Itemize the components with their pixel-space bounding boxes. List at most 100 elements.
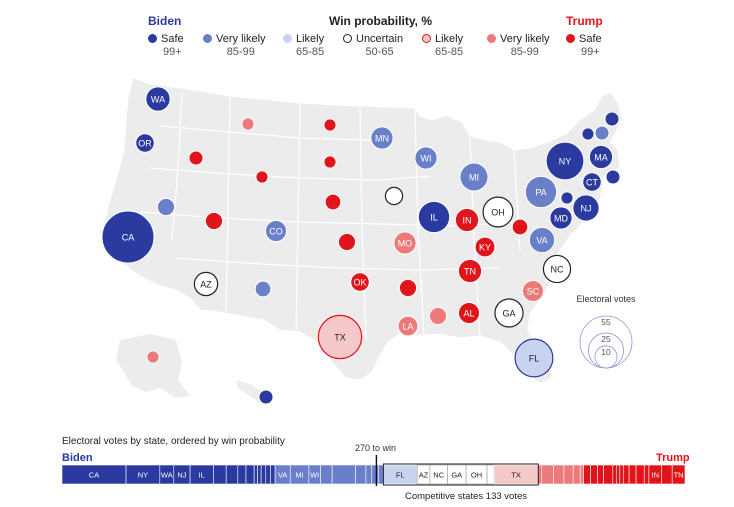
state-bubble-nm [254,280,272,298]
bar-segment-label: OH [471,471,482,480]
legend-item: Safe 99+ [148,33,184,59]
bar-segment-ca: CA [61,464,127,485]
bar-segment-rect [671,464,686,485]
us-map-outline [103,77,623,404]
state-bubble-circle [337,232,357,252]
bar-segment-rect [622,464,630,485]
bar-segment-rect [635,464,645,485]
size-legend-circle [594,345,618,369]
competitive-states-label: Competitive states 133 votes [405,491,527,502]
state-bubble-circle [417,200,451,234]
size-legend-value: 55 [601,317,611,327]
win-probability-legend: Biden Win probability, % Trump Safe 99+ Ve… [0,0,734,70]
state-bubble-circle [324,193,342,211]
bar-segment-rect [260,464,267,485]
state-bubble-circle [594,125,610,141]
state-bubble-va: VA [528,226,556,254]
bar-segment-rect [371,464,380,485]
legend-item-range: 65-85 [296,46,325,58]
state-bubble-circle [457,301,481,325]
bar-segment-ma [213,464,227,485]
state-bubble-ar [398,278,418,298]
bar-segment-label: AZ [419,471,429,480]
legend-title: Win probability, % [329,14,433,28]
bar-segment-rect [603,464,614,485]
state-bubble-circle [459,162,489,192]
bar-segment-sd [619,464,624,485]
state-bubble-label: KY [479,243,491,253]
state-bubble-nh [594,125,610,141]
state-bubble-oh: OH [482,196,514,228]
state-bubble-label: AZ [200,280,212,290]
state-bubble-ne [324,193,342,211]
bar-segment-rect [331,464,356,485]
state-bubble-circle [454,207,480,233]
bar-segment-wi: WI [308,464,321,485]
bar-segment-de [257,464,262,485]
state-bubble-circle [545,141,585,181]
bar-segment-rect [643,464,650,485]
legend-item-label: Likely [296,33,325,45]
bar-segment-rect [237,464,247,485]
state-bubble-fl: FL [514,338,554,378]
state-bubble-mn: MN [370,126,394,150]
size-legend-title: Electoral votes [576,294,636,304]
bar-segment-rect [355,464,367,485]
state-bubble-label: LA [402,322,413,332]
state-bubble-nd [323,118,337,132]
bar-segment-in: IN [648,464,663,485]
legend-swatch [148,34,157,43]
bar-biden-label: Biden [62,452,93,464]
state-bubble-circle [370,126,394,150]
bar-segment-label: IL [199,471,205,480]
bar-segment-ms [572,464,581,485]
bar-segment-la [563,464,574,485]
legend-item-range: 85-99 [510,46,539,58]
state-bubble-label: IN [463,216,472,226]
bar-segment-ks [628,464,637,485]
state-bubble-circle [398,278,418,298]
bar-segment-label: MI [295,471,303,480]
bar-segment-ky [603,464,614,485]
bar-segment-ia [486,464,495,485]
electoral-votes-size-legend: Electoral votes 55 25 10 [576,294,636,369]
state-bubble-label: VA [536,236,547,246]
bar-segment-rect [590,464,598,485]
bar-segment-md [225,464,239,485]
state-bubble-ct: CT [582,172,602,192]
bar-segment-label: TN [674,471,684,480]
bar-segment-az: AZ [416,464,431,485]
bar-segment-ut [590,464,598,485]
bar-segment-rect [572,464,581,485]
bar-segment-label: VA [278,471,287,480]
state-bubble-nj: NJ [572,194,600,222]
state-bubble-label: OR [138,139,152,149]
bar-segment-id [643,464,650,485]
legend-item: Very likely 85-99 [203,33,266,59]
state-bubble-ut [204,211,224,231]
state-bubble-circle [135,133,155,153]
state-bubble-label: TN [464,267,476,277]
bar-segment-me [270,464,276,485]
state-bubble-az: AZ [193,271,219,297]
state-bubble-ky: KY [474,236,496,258]
state-bubble-circle [581,127,595,141]
state-bubble-label: SC [527,287,540,297]
legend-item: Likely 65-85 [422,33,463,59]
state-bubble-label: MN [375,134,389,144]
state-bubble-mo: MO [393,231,417,255]
state-bubble-circle [323,118,337,132]
bar-segment-nv [371,464,380,485]
legend-item: Uncertain 50-65 [343,33,403,59]
state-bubble-label: TX [334,333,346,343]
bar-segment-va: VA [274,464,291,485]
bar-segment-label: TX [511,471,521,480]
state-bubble-ri [605,169,621,185]
bar-segment-ri [260,464,267,485]
bar-segment-or [237,464,247,485]
state-bubble-sc: SC [521,279,545,303]
bar-segment-label: CA [89,471,99,480]
bar-segment-rect [619,464,624,485]
bar-segment-tn: TN [671,464,686,485]
bar-segment-rect [553,464,565,485]
